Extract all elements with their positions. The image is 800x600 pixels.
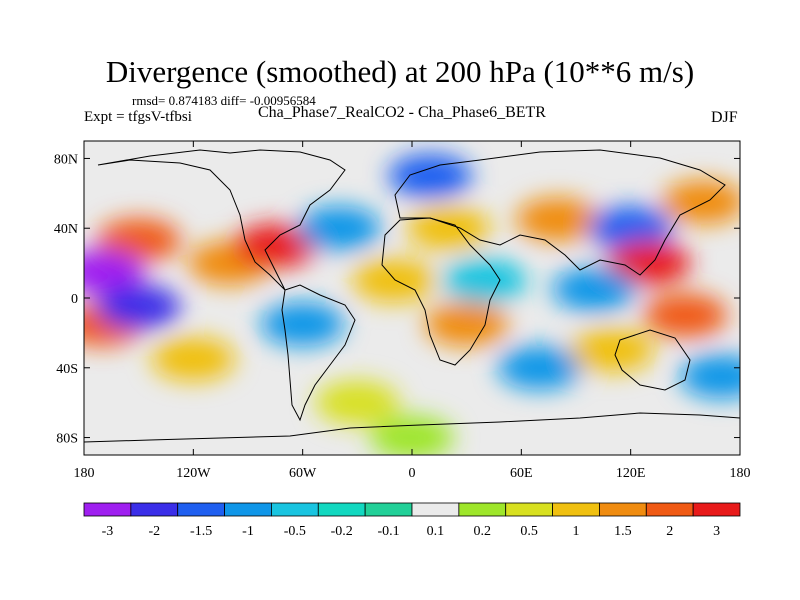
coastline-eurasia — [394, 149, 726, 276]
colorbar-label: -0.1 — [377, 524, 399, 539]
coastline-africa — [381, 217, 501, 366]
x-tick-label: 180 — [730, 466, 751, 481]
x-tick-label: 120W — [176, 466, 211, 481]
map-field — [84, 141, 740, 455]
colorbar-label: 0.2 — [474, 524, 492, 539]
x-tick-label: 60E — [510, 466, 533, 481]
colorbar-swatch-0 — [83, 502, 132, 517]
coastline-antarctica — [84, 412, 740, 443]
colorbar-label: 3 — [713, 524, 720, 539]
y-tick-label: 0 — [71, 292, 78, 307]
colorbar-swatch-3 — [224, 502, 272, 517]
colorbar-label: -2 — [148, 524, 160, 539]
anomaly-field — [84, 153, 740, 455]
anomaly-blob-14 — [151, 337, 236, 382]
colorbar-label: -1 — [242, 524, 254, 539]
colorbar: -3 -2 -1.5 -1 -0.5 -0.2 -0.1 0.1 0.2 0.5 1 1.5 2 3 — [83, 502, 741, 539]
colorbar-swatch-1 — [130, 502, 179, 517]
anomaly-blob-15 — [260, 302, 345, 347]
anomaly-blob-7 — [515, 197, 600, 242]
anomaly-blob-19 — [679, 354, 740, 399]
colorbar-swatch-4 — [271, 502, 319, 517]
anomaly-blob-23 — [351, 258, 436, 303]
anomaly-blob-10 — [661, 180, 740, 225]
colorbar-label: -0.5 — [284, 524, 306, 539]
y-tick-label: 80N — [54, 152, 78, 167]
colorbar-swatch-13 — [692, 502, 741, 517]
x-tick-label: 120E — [616, 466, 646, 481]
anomaly-blob-11 — [643, 293, 728, 338]
coastline-australia — [614, 329, 691, 391]
anomaly-blob-20 — [315, 380, 400, 425]
anomaly-blob-18 — [570, 328, 655, 373]
anomaly-blob-9 — [606, 241, 691, 286]
colorbar-label: 1 — [573, 524, 580, 539]
anomaly-blob-4 — [297, 206, 382, 251]
colorbar-swatch-2 — [177, 502, 225, 517]
y-tick-label: 80S — [56, 432, 78, 447]
anomaly-blob-17 — [497, 345, 582, 390]
anomaly-blob-5 — [406, 206, 491, 251]
season-label: DJF — [711, 109, 738, 126]
coastlines — [84, 149, 740, 443]
colorbar-swatch-10 — [552, 502, 600, 517]
x-tick-label: 180 — [74, 466, 95, 481]
anomaly-blob-24 — [552, 267, 637, 312]
colorbar-swatch-5 — [317, 502, 366, 517]
anomaly-blob-16 — [424, 302, 509, 347]
colorbar-swatch-6 — [364, 502, 413, 517]
rmsd-label: rmsd= 0.874183 diff= -0.00956584 — [132, 93, 316, 108]
anomaly-blob-21 — [370, 415, 454, 455]
colorbar-label: -0.2 — [331, 524, 353, 539]
x-axis: 180 120W 60W 0 60E 120E 180 — [74, 141, 751, 481]
colorbar-swatch-9 — [505, 502, 553, 517]
anomaly-blob-8 — [588, 206, 673, 251]
colorbar-swatch-7 — [411, 502, 460, 517]
anomaly-blob-13 — [96, 284, 181, 329]
anomaly-blob-22 — [442, 258, 527, 303]
colorbar-label: 0.5 — [520, 524, 538, 539]
x-tick-label: 60W — [289, 466, 317, 481]
y-tick-label: 40N — [54, 222, 78, 237]
colorbar-swatch-11 — [599, 502, 647, 517]
colorbar-swatch-8 — [458, 502, 507, 517]
experiment-label: Expt = tfgsV-tfbsi — [84, 109, 192, 125]
comparison-label: Cha_Phase7_RealCO2 - Cha_Phase6_BETR — [258, 104, 546, 121]
coastline-north-america — [97, 149, 346, 291]
colorbar-label: 2 — [666, 524, 673, 539]
colorbar-swatch-12 — [645, 502, 694, 517]
anomaly-blob-3 — [233, 223, 318, 268]
colorbar-label: 1.5 — [614, 524, 632, 539]
colorbar-label: 0.1 — [427, 524, 445, 539]
x-tick-label: 0 — [409, 466, 416, 481]
anomaly-blob-6 — [388, 153, 473, 198]
anomaly-blob-1 — [84, 249, 145, 294]
chart-title: Divergence (smoothed) at 200 hPa (10**6 … — [105, 54, 695, 89]
coastline-south-america — [281, 284, 356, 422]
colorbar-label: -1.5 — [190, 524, 212, 539]
y-tick-label: 40S — [56, 362, 78, 377]
colorbar-label: -3 — [102, 524, 114, 539]
y-axis: 80N 40N 0 40S 80S — [54, 152, 740, 447]
